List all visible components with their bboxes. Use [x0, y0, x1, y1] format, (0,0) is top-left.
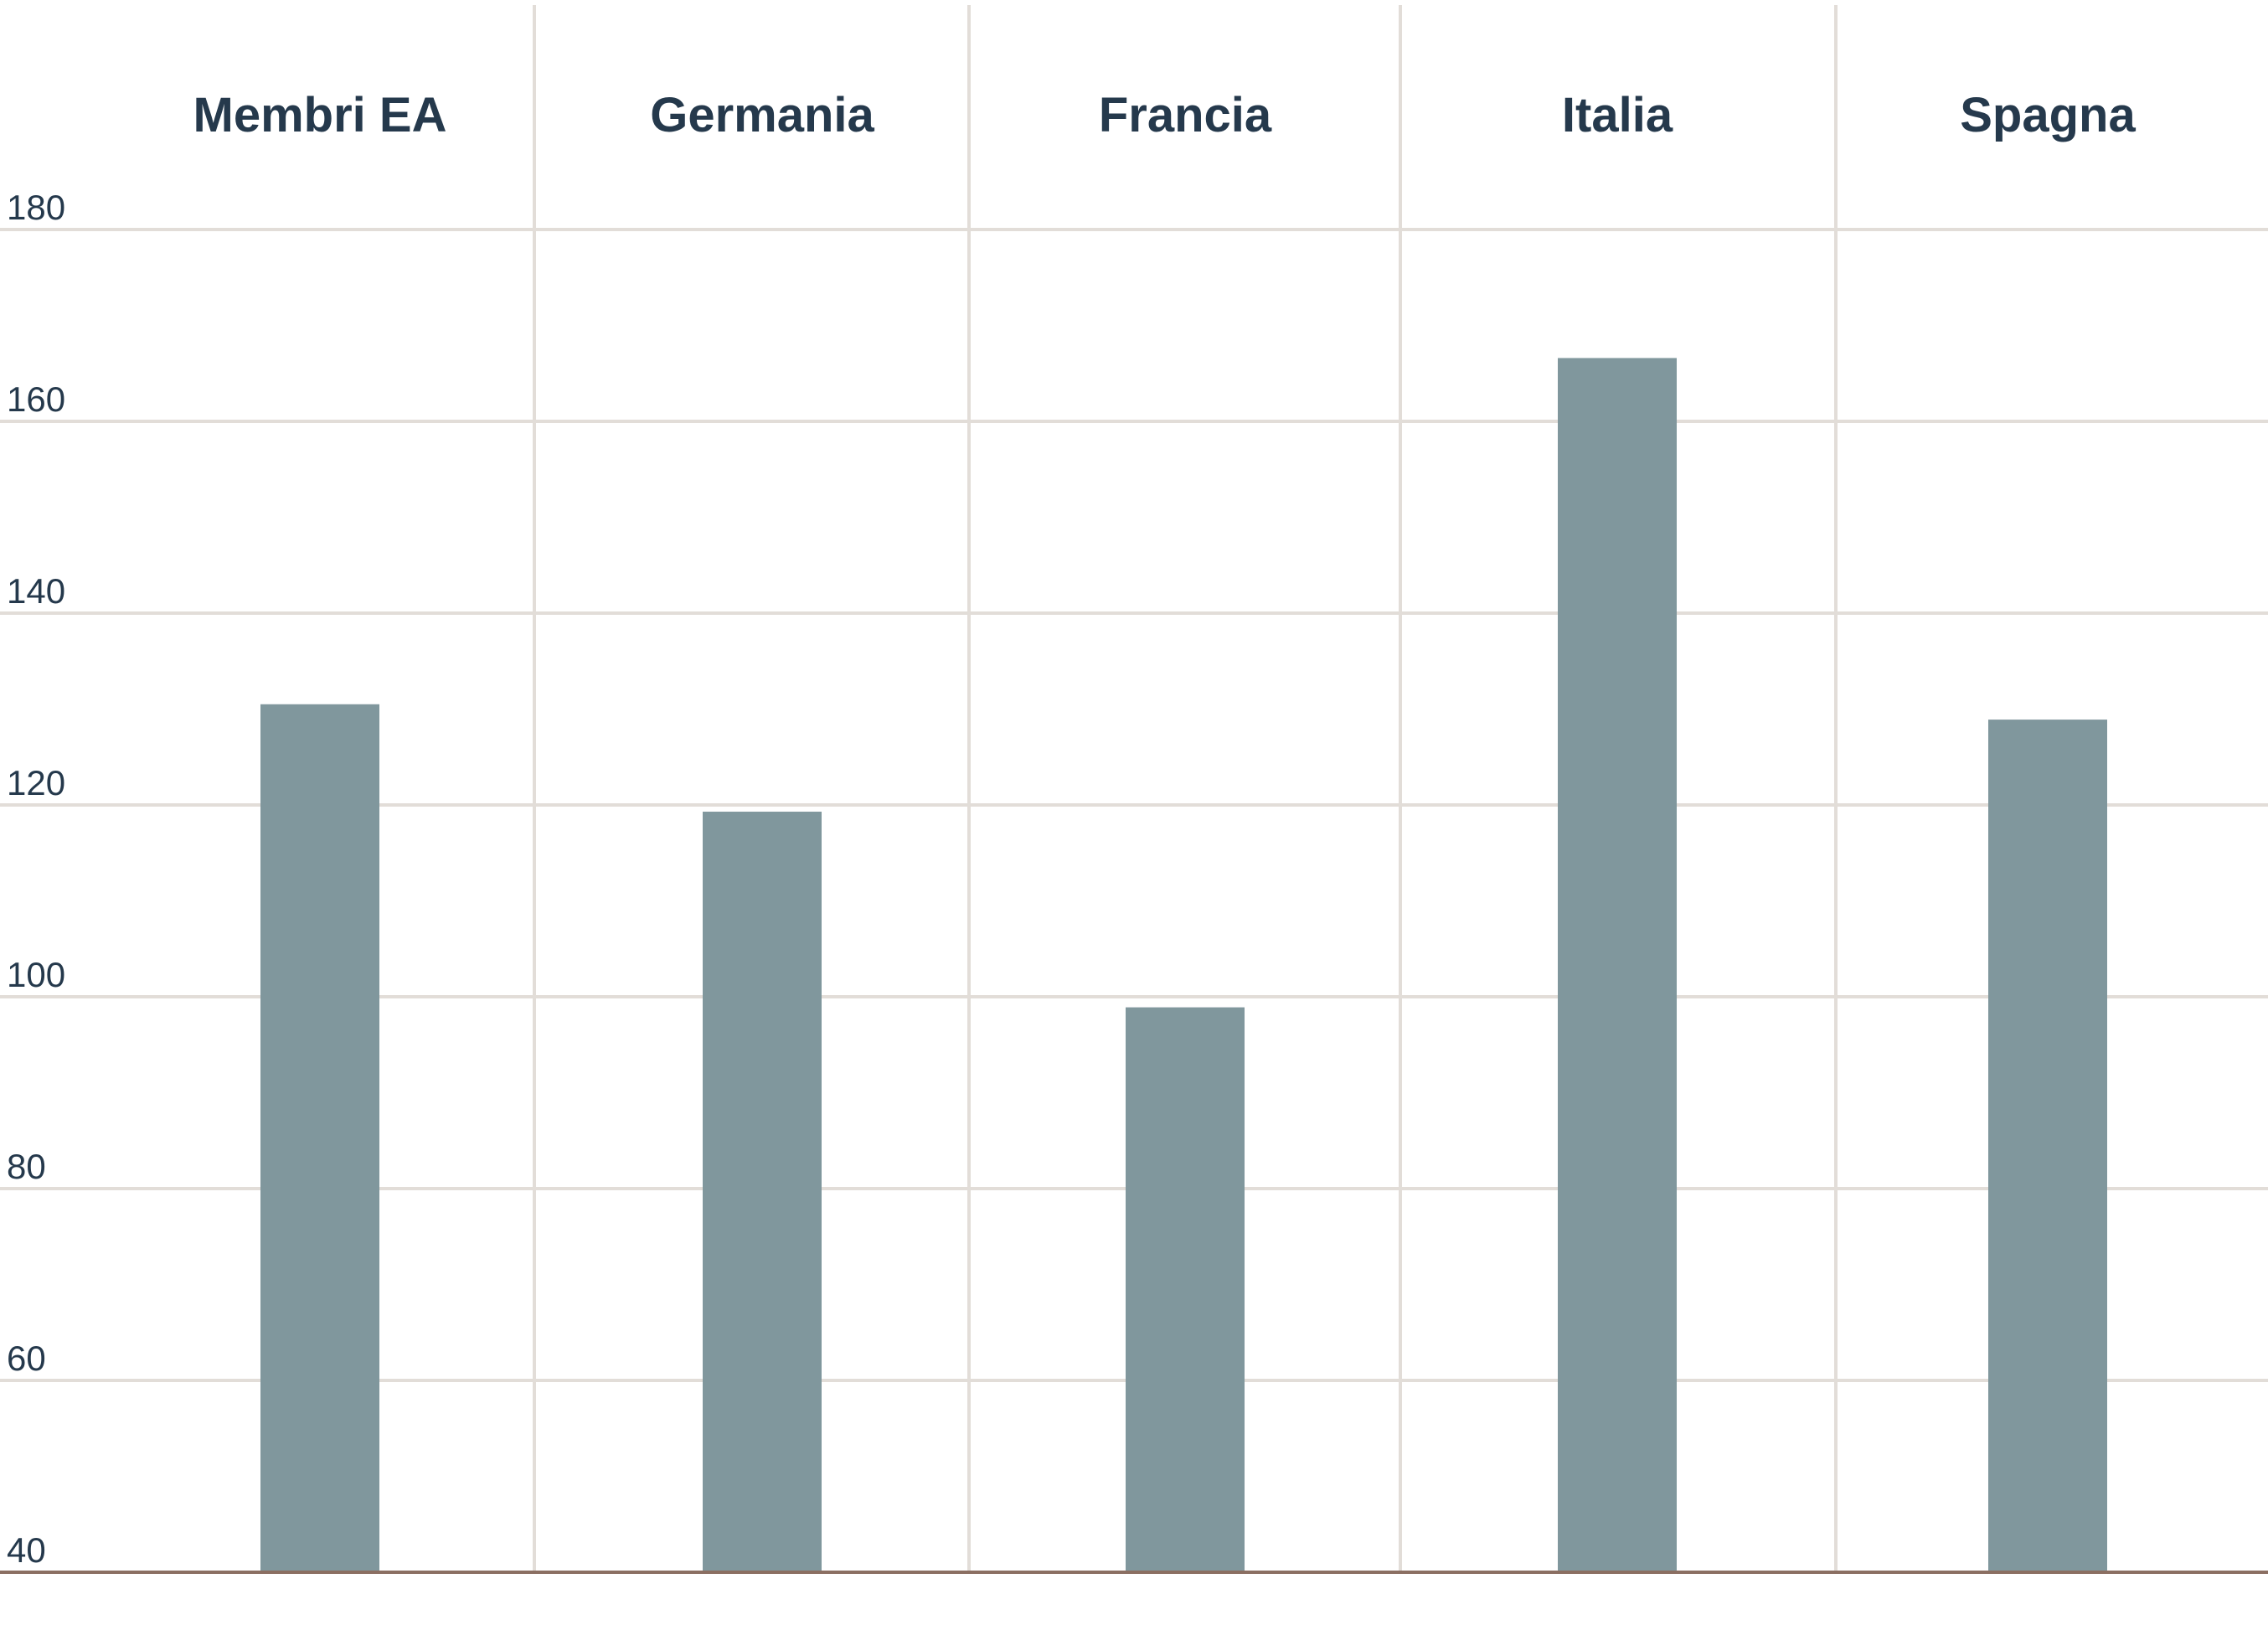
category-label-3: Italia: [1562, 88, 1673, 142]
bar-2: [1126, 1007, 1245, 1572]
bar-1: [703, 812, 822, 1572]
y-tick-label-4: 120: [7, 763, 65, 802]
y-axis-tick-labels: 40 60 80 100 120 140 160 180: [7, 188, 65, 1570]
y-tick-label-2: 80: [7, 1147, 46, 1186]
y-tick-label-3: 100: [7, 955, 65, 994]
bars: [260, 358, 2107, 1573]
bar-3: [1558, 358, 1677, 1573]
category-label-4: Spagna: [1960, 88, 2136, 142]
y-tick-label-1: 60: [7, 1339, 46, 1378]
category-label-0: Membri EA: [193, 88, 447, 142]
y-tick-label-0: 40: [7, 1530, 46, 1570]
y-tick-label-6: 160: [7, 379, 65, 419]
y-tick-label-5: 140: [7, 571, 65, 611]
category-label-2: Francia: [1099, 88, 1272, 142]
vertical-gridlines: [533, 5, 1838, 1572]
category-labels: Membri EA Germania Francia Italia Spagna: [193, 88, 2137, 142]
category-label-1: Germania: [650, 88, 874, 142]
y-tick-label-7: 180: [7, 188, 65, 227]
bar-4: [1988, 720, 2107, 1572]
bar-0: [260, 704, 379, 1572]
